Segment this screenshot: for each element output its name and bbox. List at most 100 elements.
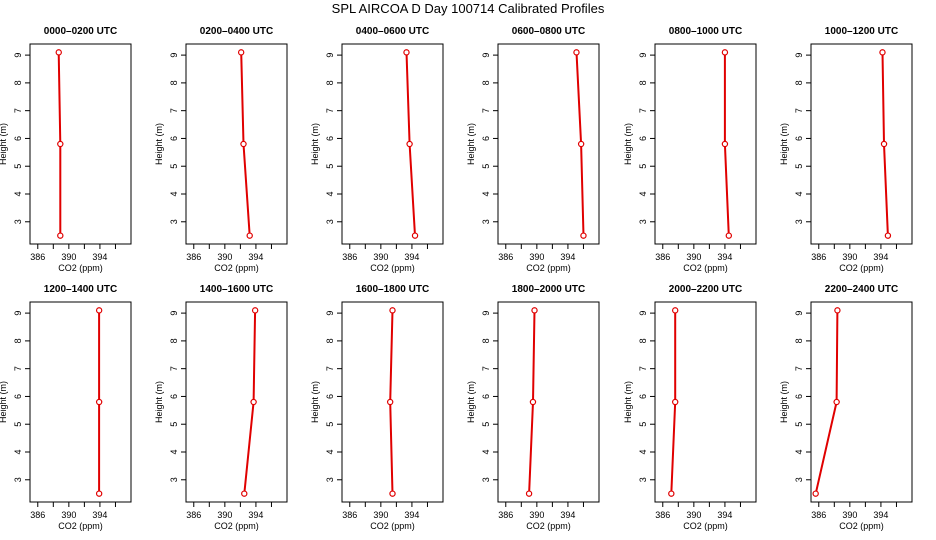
panel-8-ytick-label-6: 6 — [169, 394, 179, 399]
panel-5-ytick-label-7: 7 — [638, 108, 648, 113]
panel-3-ytick-label-9: 9 — [325, 53, 335, 58]
panel-10-ytick-label-9: 9 — [481, 311, 491, 316]
panel-2-point-2 — [240, 140, 247, 148]
panel-12-ytick-label-4: 4 — [794, 449, 804, 454]
panel-6-ytick-label-4: 4 — [794, 191, 804, 196]
panel-9-point-1 — [389, 307, 396, 314]
panel-9-xtick-label-394: 394 — [404, 510, 419, 520]
panel-6-xtick-label-394: 394 — [873, 252, 888, 262]
panel-4-xtick-label-394: 394 — [560, 252, 575, 262]
panel-4-xlabel: CO2 (ppm) — [526, 263, 571, 273]
panel-10-ytick-label-7: 7 — [481, 366, 491, 371]
panel-2-xlabel: CO2 (ppm) — [214, 263, 259, 273]
panel-3-xtick-label-390: 390 — [373, 252, 388, 262]
panel-11-point-3 — [668, 490, 675, 497]
panel-9-point-2 — [386, 398, 394, 406]
panel-9-point-3 — [389, 490, 396, 497]
panel-10-xtick-label-390: 390 — [529, 510, 544, 520]
panel-1-xtick-label-390: 390 — [61, 252, 76, 262]
panel-9-ytick-label-3: 3 — [325, 477, 335, 482]
panel-4-frame — [497, 43, 600, 245]
panel-5-ytick-label-4: 4 — [638, 191, 648, 196]
panel-11-ytick-label-7: 7 — [638, 366, 648, 371]
panel-7-ytick-label-7: 7 — [13, 366, 23, 371]
panel-2-xtick-label-390: 390 — [217, 252, 232, 262]
panel-7-ylabel: Height (m) — [0, 381, 8, 423]
panel-2-frame — [185, 43, 288, 245]
panel-4-ytick-label-3: 3 — [481, 219, 491, 224]
panel-4-xtick-label-390: 390 — [529, 252, 544, 262]
panel-8-xtick-label-390: 390 — [217, 510, 232, 520]
panel-8-ytick-label-8: 8 — [169, 338, 179, 343]
panel-4-ytick-label-4: 4 — [481, 191, 491, 196]
panel-3-ytick-label-8: 8 — [325, 80, 335, 85]
panel-3-frame — [341, 43, 444, 245]
panel-1-ytick-label-3: 3 — [13, 219, 23, 224]
panel-7-ytick-label-3: 3 — [13, 477, 23, 482]
panel-9-ylabel: Height (m) — [310, 381, 320, 423]
panel-1-xlabel: CO2 (ppm) — [58, 263, 103, 273]
panel-8-ytick-label-4: 4 — [169, 449, 179, 454]
panel-10-ylabel: Height (m) — [466, 381, 476, 423]
panel-11-ytick-label-4: 4 — [638, 449, 648, 454]
panel-12-frame — [810, 301, 913, 503]
panel-9-ytick-label-8: 8 — [325, 338, 335, 343]
panel-7-ytick-label-4: 4 — [13, 449, 23, 454]
panel-6-ylabel: Height (m) — [779, 123, 789, 165]
panel-11-ytick-label-9: 9 — [638, 311, 648, 316]
panel-9-xtick-label-386: 386 — [342, 510, 357, 520]
panel-12-ytick-label-5: 5 — [794, 422, 804, 427]
panel-2-ytick-label-8: 8 — [169, 80, 179, 85]
panel-3-point-3 — [411, 232, 419, 239]
panel-8-xlabel: CO2 (ppm) — [214, 521, 259, 531]
panel-2-ytick-label-9: 9 — [169, 53, 179, 58]
panel-12-ytick-label-9: 9 — [794, 311, 804, 316]
panel-1-point-1 — [55, 49, 62, 56]
panel-12-point-1 — [834, 307, 841, 314]
panel-6-title: 1000–1200 UTC — [825, 26, 898, 37]
panel-9-ytick-label-9: 9 — [325, 311, 335, 316]
panel-7-frame — [29, 301, 132, 503]
panel-2-xtick-label-386: 386 — [186, 252, 201, 262]
panel-6-ytick-label-9: 9 — [794, 53, 804, 58]
panel-5-ytick-label-3: 3 — [638, 219, 648, 224]
panel-10-point-1 — [531, 307, 538, 314]
panel-10-xtick-label-394: 394 — [560, 510, 575, 520]
panel-6-ytick-label-8: 8 — [794, 80, 804, 85]
panel-8-point-2 — [250, 398, 257, 406]
panel-7-ytick-label-9: 9 — [13, 311, 23, 316]
panel-5-ylabel: Height (m) — [623, 123, 633, 165]
panel-7-xtick-label-386: 386 — [30, 510, 45, 520]
panel-7-title: 1200–1400 UTC — [44, 284, 117, 295]
panel-11-xlabel: CO2 (ppm) — [683, 521, 728, 531]
panel-3-ytick-label-3: 3 — [325, 219, 335, 224]
panel-8-title: 1400–1600 UTC — [200, 284, 273, 295]
panel-10-ytick-label-8: 8 — [481, 338, 491, 343]
panel-6-frame — [810, 43, 913, 245]
panel-11-ylabel: Height (m) — [623, 381, 633, 423]
panel-5-frame — [654, 43, 757, 245]
panel-4-ytick-label-9: 9 — [481, 53, 491, 58]
panel-3-point-2 — [406, 140, 413, 148]
panel-6-ytick-label-7: 7 — [794, 108, 804, 113]
panel-6-xtick-label-390: 390 — [842, 252, 857, 262]
panel-12-ytick-label-6: 6 — [794, 394, 804, 399]
panel-5-ytick-label-9: 9 — [638, 53, 648, 58]
panel-12-xlabel: CO2 (ppm) — [839, 521, 884, 531]
panel-3-title: 0400–0600 UTC — [356, 26, 429, 37]
panel-2-ytick-label-6: 6 — [169, 136, 179, 141]
panel-9-xtick-label-390: 390 — [373, 510, 388, 520]
panel-1-ytick-label-6: 6 — [13, 136, 23, 141]
panel-1-ytick-label-5: 5 — [13, 164, 23, 169]
panel-9-xlabel: CO2 (ppm) — [370, 521, 415, 531]
panel-12-ytick-label-8: 8 — [794, 338, 804, 343]
panel-4-ylabel: Height (m) — [466, 123, 476, 165]
panel-3-point-1 — [403, 49, 410, 56]
panel-11-ytick-label-5: 5 — [638, 422, 648, 427]
panel-4-point-1 — [573, 49, 580, 56]
panel-4-point-2 — [577, 140, 585, 148]
panel-11-xtick-label-386: 386 — [655, 510, 670, 520]
panel-12-title: 2200–2400 UTC — [825, 284, 898, 295]
panel-4-ytick-label-7: 7 — [481, 108, 491, 113]
panel-6-ytick-label-6: 6 — [794, 136, 804, 141]
